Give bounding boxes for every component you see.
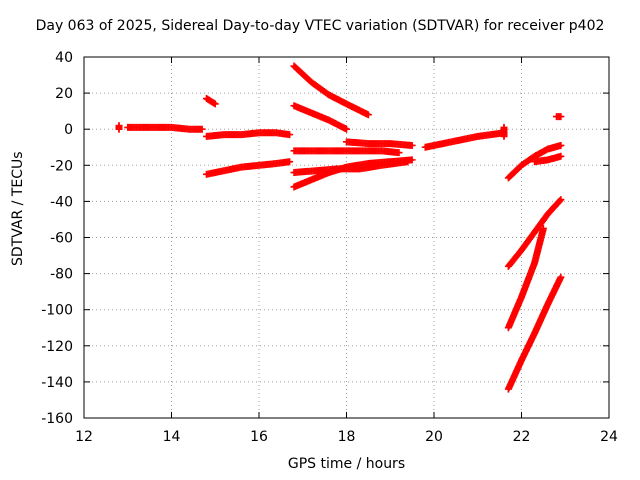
data-series: [421, 129, 508, 151]
data-point: [408, 141, 416, 149]
x-tick-label: 14: [163, 429, 181, 445]
data-series: [203, 95, 219, 108]
data-point: [115, 125, 123, 133]
data-point: [364, 111, 372, 119]
data-series: [343, 138, 416, 149]
chart-title: Day 063 of 2025, Sidereal Day-to-day VTE…: [35, 18, 605, 34]
data-point: [343, 125, 350, 133]
data-point: [198, 125, 206, 133]
x-tick-label: 16: [250, 429, 268, 445]
data-series: [290, 102, 350, 133]
data-point: [556, 197, 564, 205]
data-point: [539, 224, 547, 232]
data-point: [557, 273, 565, 281]
y-tick-label: -80: [50, 267, 73, 283]
data-point: [557, 196, 565, 204]
y-tick-label: 20: [55, 86, 73, 102]
y-tick-label: 0: [64, 122, 73, 138]
data-point: [286, 131, 294, 139]
y-tick-label: -60: [50, 231, 73, 247]
data-series: [531, 152, 565, 166]
x-axis-label: GPS time / hours: [287, 456, 406, 472]
x-tick-label: 12: [75, 429, 93, 445]
data-point: [557, 141, 565, 149]
y-tick-label: -100: [41, 303, 73, 319]
y-tick-label: -160: [41, 411, 73, 427]
data-point: [557, 152, 565, 160]
data-series: [553, 113, 565, 121]
data-series: [290, 147, 403, 157]
y-tick-label: -140: [41, 375, 73, 391]
data-series: [504, 273, 565, 393]
data-series: [203, 129, 294, 140]
data-series: [290, 62, 372, 119]
y-tick-label: 40: [55, 50, 73, 66]
x-tick-label: 24: [600, 429, 618, 445]
x-tick-label: 22: [513, 429, 531, 445]
data-point: [211, 100, 219, 108]
data-point: [286, 158, 294, 166]
data-series: [290, 156, 416, 191]
y-tick-label: -120: [41, 339, 73, 355]
data-point: [395, 149, 403, 157]
data-point: [557, 113, 565, 121]
x-tick-label: 18: [338, 429, 356, 445]
data-point: [500, 132, 508, 140]
data-point: [408, 156, 416, 164]
data-points: [115, 62, 565, 393]
x-tick-label: 20: [425, 429, 443, 445]
axis-ticks: 12 14 16 18 20 22 24 40 20 0 -20 -40 -60 -80 -100 -120 -…: [41, 50, 618, 445]
data-series: [124, 123, 206, 133]
data-series: [500, 123, 508, 140]
y-tick-label: -20: [50, 158, 73, 174]
y-axis-label: SDTVAR / TECUs: [10, 151, 26, 266]
data-series: [504, 224, 547, 332]
y-tick-label: -40: [50, 194, 73, 210]
data-series: [504, 196, 565, 270]
data-series: [203, 158, 294, 178]
data-series: [115, 122, 123, 133]
data-series: [504, 141, 565, 182]
